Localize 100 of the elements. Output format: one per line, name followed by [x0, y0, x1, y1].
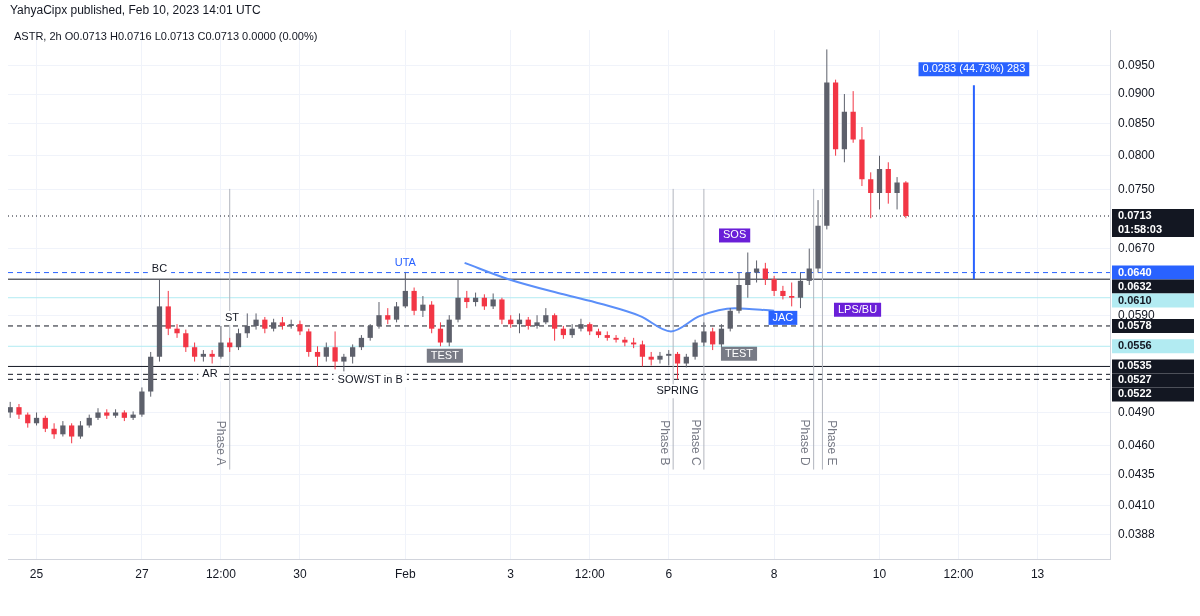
ref-line-label: Phase B — [657, 420, 672, 466]
x-tick-label: 13 — [1030, 567, 1045, 582]
x-tick-label: 27 — [135, 567, 149, 582]
candlestick — [139, 386, 145, 418]
candlestick — [420, 295, 426, 318]
candlestick — [797, 272, 804, 309]
candlestick — [789, 282, 795, 307]
candlestick — [402, 272, 408, 309]
candlestick — [622, 336, 628, 347]
candlestick — [692, 339, 698, 361]
ref-line-label: 0.0632 — [1118, 279, 1152, 292]
candlestick — [393, 301, 400, 323]
candlestick — [95, 407, 101, 421]
annotation: 0.0283 (44.73%) 283 — [922, 62, 1026, 75]
text: 01:58:03 — [1118, 223, 1163, 236]
ref-line-label: 0.0535 — [1118, 359, 1152, 372]
candlestick — [753, 259, 760, 283]
annotation: SOW/ST in B — [337, 373, 403, 386]
y-tick-label: 0.0435 — [1118, 467, 1156, 482]
candlestick — [868, 171, 874, 219]
candlestick — [16, 403, 22, 420]
y-tick-label: 0.0750 — [1118, 181, 1156, 196]
y-tick-label: 0.0490 — [1118, 404, 1156, 419]
candlestick — [165, 290, 171, 336]
y-tick-label: 0.0850 — [1118, 116, 1156, 131]
candlestick — [314, 345, 321, 367]
candlestick — [613, 334, 619, 344]
ref-line-label: 0.0522 — [1118, 387, 1152, 400]
annotation: TEST — [430, 348, 460, 361]
candlestick — [499, 297, 505, 325]
candlestick — [244, 312, 250, 339]
x-tick-label: 25 — [29, 567, 44, 582]
candlestick — [218, 325, 224, 360]
candlestick — [446, 314, 452, 347]
x-tick-label: Feb — [394, 567, 416, 582]
y-tick-label: 0.0388 — [1118, 527, 1156, 542]
candlestick — [297, 320, 303, 336]
y-tick-label: 0.0670 — [1118, 240, 1156, 255]
y-tick-label: 0.0800 — [1118, 148, 1156, 163]
chart-subtitle: YahyaCipx published, Feb 10, 2023 14:01 UTC — [10, 3, 261, 17]
candlestick — [323, 342, 329, 363]
candlestick — [894, 176, 900, 210]
x-tick-label: 3 — [507, 567, 515, 582]
annotation: BC — [151, 261, 168, 274]
candlestick — [674, 351, 681, 380]
ref-line-label: Phase E — [825, 420, 840, 466]
annotation: UTA — [394, 255, 417, 268]
candlestick — [534, 314, 540, 330]
candlestick — [718, 323, 725, 348]
candlestick — [710, 327, 716, 351]
x-tick-label: 6 — [665, 567, 673, 582]
candlestick — [437, 321, 444, 347]
x-tick-label: 12:00 — [574, 567, 606, 582]
candlestick — [183, 329, 189, 353]
candlestick — [780, 285, 786, 300]
candlestick — [350, 343, 356, 365]
candlestick — [639, 340, 646, 367]
candlestick — [60, 420, 66, 438]
candlestick — [191, 342, 198, 363]
ref-line-label: 0.0556 — [1118, 339, 1152, 352]
candlestick — [551, 312, 558, 342]
chart-title: ASTR, 2h O0.0713 H0.0716 L0.0713 C0.0713 0.0000 (0.00%) — [14, 30, 318, 42]
ref-line-label: Phase D — [798, 419, 813, 466]
x-tick-label: 12:00 — [943, 567, 974, 582]
ref-line-label: 0.0640 — [1118, 265, 1152, 278]
ref-line-label: 0.0610 — [1118, 293, 1152, 306]
candlestick — [701, 321, 707, 347]
ref-line-label: 0.0527 — [1118, 373, 1152, 386]
candlestick — [376, 301, 382, 330]
candlestick — [306, 328, 312, 358]
annotation: TEST — [724, 346, 754, 359]
y-tick-label: 0.0460 — [1118, 437, 1156, 452]
candlestick — [578, 318, 584, 332]
annotation: ST — [224, 310, 240, 323]
candlestick — [657, 351, 663, 365]
ref-line-label: 0.0713 — [1118, 209, 1152, 222]
candlestick — [130, 410, 136, 421]
candlestick — [455, 278, 461, 323]
candlestick — [253, 312, 259, 331]
candlestick — [490, 292, 496, 310]
candlestick — [806, 248, 812, 286]
annotation: JAC — [772, 310, 794, 323]
x-tick-label: 10 — [872, 567, 887, 582]
annotation: LPS/BU — [837, 302, 878, 315]
candlestick — [69, 422, 75, 444]
annotation: AR — [202, 367, 218, 380]
candlestick — [771, 275, 777, 297]
candlestick — [235, 328, 242, 351]
x-tick-label: 30 — [293, 567, 307, 582]
candlestick — [411, 287, 417, 316]
y-tick-label: 0.0900 — [1118, 86, 1156, 101]
x-tick-label: 12:00 — [205, 567, 237, 582]
candlestick — [51, 422, 57, 440]
y-tick-label: 0.0950 — [1118, 58, 1156, 73]
x-tick-label: 8 — [770, 567, 778, 582]
candlestick — [341, 353, 347, 372]
candlestick — [745, 252, 751, 299]
candlestick — [174, 323, 180, 339]
annotation: SOS — [723, 228, 747, 241]
y-tick-label: 0.0410 — [1118, 498, 1156, 513]
